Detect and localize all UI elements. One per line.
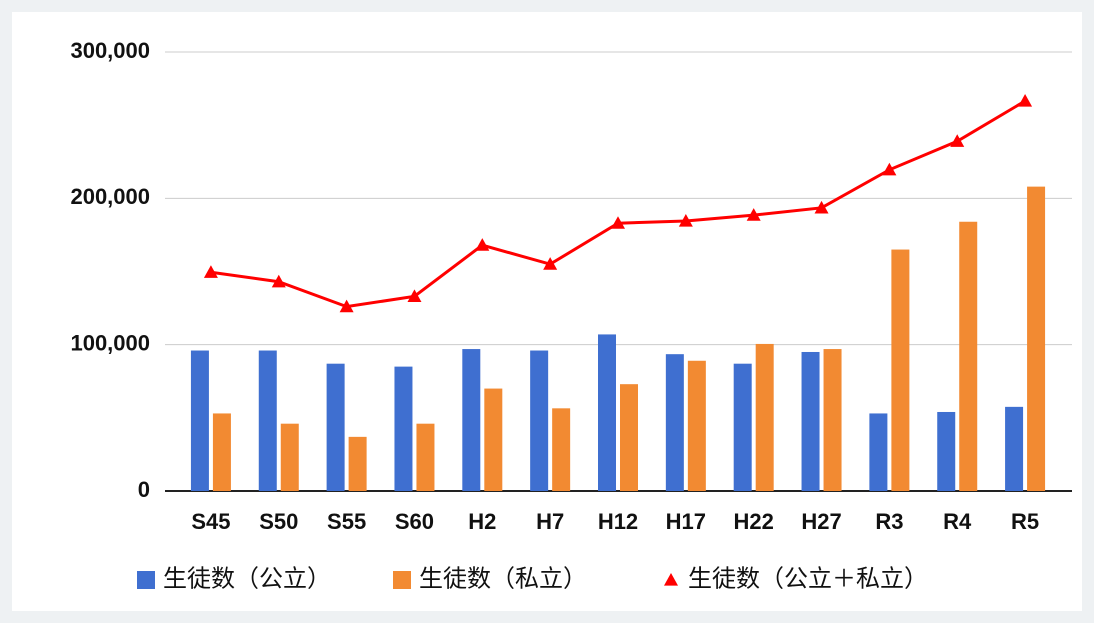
marker [543,257,558,270]
x-tick-label: S45 [191,509,230,534]
legend-label: 生徒数（私立） [419,565,587,592]
y-tick-label: 0 [138,477,150,502]
marker [271,274,286,288]
bar [733,363,752,491]
marker [882,162,897,176]
x-tick-label: S60 [395,509,434,534]
bar [869,413,888,491]
legend-label: 生徒数（公立） [163,565,331,592]
bar [416,423,435,491]
x-tick-label: H7 [536,509,564,534]
x-tick-label: R5 [1011,509,1039,534]
x-tick-label: S50 [259,509,298,534]
marker [950,134,965,147]
bar [530,350,549,491]
bar [258,350,277,491]
marker [611,216,625,229]
marker [814,200,829,214]
bar [665,354,684,491]
bar [755,343,774,491]
y-tick-label: 100,000 [70,330,150,355]
bar [212,413,231,491]
x-tick-label: H27 [801,509,841,534]
legend-swatch [664,573,678,586]
x-tick-label: H17 [666,509,706,534]
bar [687,360,706,491]
bar [891,249,910,491]
bar [937,411,956,491]
legend-swatch [137,571,155,589]
bar [1005,406,1024,491]
y-tick-label: 200,000 [70,184,150,209]
legend-swatch [393,571,411,589]
bar [280,423,299,491]
marker [475,238,490,251]
x-tick-label: S55 [327,509,366,534]
bar [394,366,413,491]
x-tick-label: H22 [734,509,774,534]
bar [190,350,209,491]
x-tick-label: H2 [468,509,496,534]
bar [484,388,503,491]
bar [801,351,820,491]
bar [348,436,367,491]
marker [746,208,761,221]
x-tick-label: R4 [943,509,972,534]
bar [823,349,842,491]
y-tick-label: 300,000 [70,38,150,63]
marker [407,289,422,302]
x-tick-label: H12 [598,509,638,534]
bar [620,384,638,491]
marker [203,265,218,278]
bar [1027,186,1046,492]
bar [326,363,345,491]
bar [462,349,481,491]
legend-label: 生徒数（公立＋私立） [688,565,928,592]
marker [1018,94,1033,107]
bar [598,334,616,491]
bar [959,221,978,491]
marker [339,299,354,313]
x-tick-label: R3 [875,509,903,534]
marker [678,214,693,227]
bar [552,408,571,491]
